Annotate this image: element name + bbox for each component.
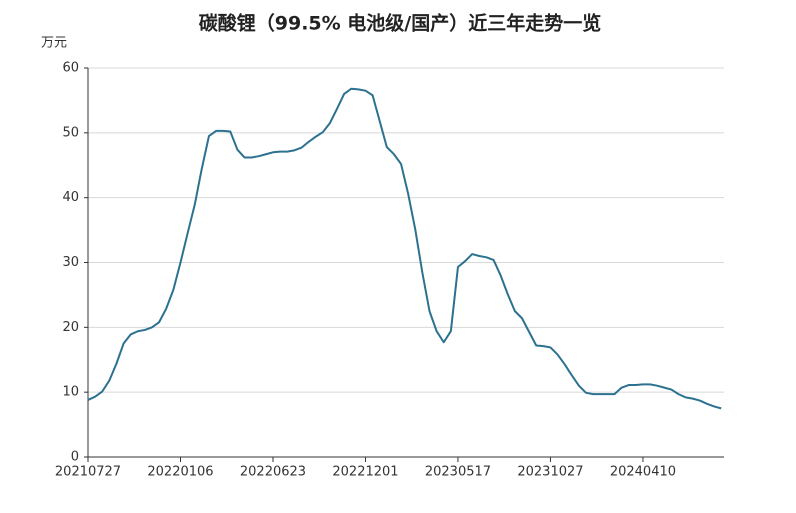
x-tick-label: 20220623: [240, 465, 306, 480]
x-tick-label: 20230517: [425, 465, 491, 480]
y-tick-label: 60: [62, 61, 79, 76]
y-tick-label: 40: [62, 190, 79, 205]
y-tick-label: 30: [62, 255, 79, 270]
y-tick-label: 0: [71, 450, 79, 465]
y-tick-label: 50: [62, 125, 79, 140]
x-tick-label: 20210727: [55, 465, 121, 480]
x-tick-label: 20221201: [332, 465, 398, 480]
y-tick-label: 10: [62, 385, 79, 400]
chart-title: 碳酸锂（99.5% 电池级/国产）近三年走势一览: [199, 12, 601, 35]
y-tick-label: 20: [62, 320, 79, 335]
x-tick-label: 20231027: [517, 465, 583, 480]
line-series: [87, 87, 722, 410]
x-tick-label: 20240410: [610, 465, 676, 480]
y-unit: 万元: [41, 36, 67, 51]
x-tick-label: 20220106: [147, 465, 213, 480]
